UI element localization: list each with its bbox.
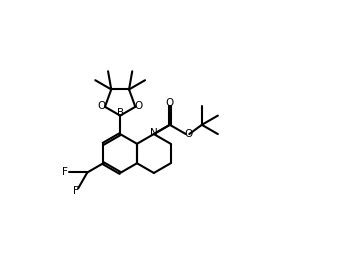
Text: N: N	[150, 128, 158, 138]
Text: O: O	[135, 101, 143, 111]
Text: O: O	[166, 99, 174, 108]
Text: B: B	[117, 108, 124, 118]
Text: O: O	[97, 101, 105, 111]
Text: F: F	[61, 167, 67, 177]
Text: O: O	[185, 129, 193, 139]
Text: F: F	[73, 186, 79, 196]
